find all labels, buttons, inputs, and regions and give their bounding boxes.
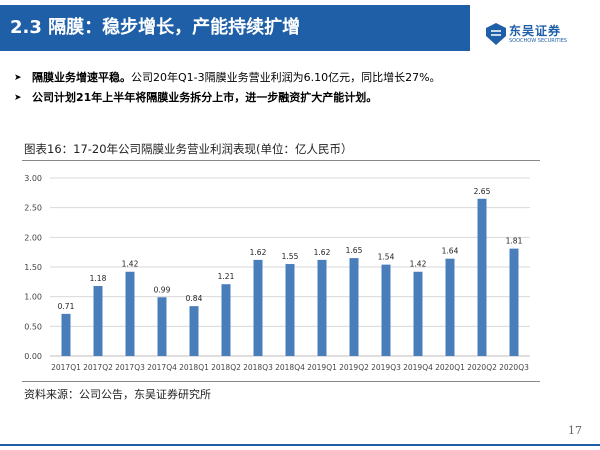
bar: [61, 313, 71, 356]
x-tick-label: 2017Q2: [83, 363, 113, 372]
bar: [189, 306, 199, 356]
data-label: 0.99: [154, 285, 171, 294]
data-label: 1.18: [90, 274, 107, 283]
x-tick-label: 2019Q2: [339, 363, 369, 372]
data-label: 1.65: [346, 246, 363, 255]
bar: [253, 259, 263, 356]
x-tick-label: 2019Q4: [403, 363, 433, 372]
data-label: 1.42: [410, 260, 427, 269]
chart-bottom-rule: [22, 381, 540, 382]
bullet-text: 公司计划21年上半年将隔膜业务拆分上市，进一步融资扩大产能计划。: [32, 88, 377, 108]
bullet-bold-text: 隔膜业务增速平稳。: [32, 71, 131, 84]
bullet-bold-text: 公司计划21年上半年将隔膜业务拆分上市，进一步融资扩大产能计划。: [32, 91, 378, 104]
data-label: 0.84: [186, 294, 203, 303]
title-bar: 2.3 隔膜：稳步增长，产能持续扩增: [0, 5, 470, 51]
y-tick-label: 0.50: [24, 322, 42, 331]
x-tick-label: 2018Q1: [179, 363, 209, 372]
bar: [445, 258, 455, 356]
bullet-item: ➤ 公司计划21年上半年将隔膜业务拆分上市，进一步融资扩大产能计划。: [14, 88, 594, 108]
chart-top-rule: [22, 160, 540, 161]
x-tick-label: 2017Q3: [115, 363, 145, 372]
arrow-bullet-icon: ➤: [14, 73, 22, 83]
bar: [349, 258, 359, 356]
bullet-plain-text: 公司20年Q1-3隔膜业务营业利润为6.10亿元，同比增长27%。: [131, 71, 441, 84]
bullet-list: ➤ 隔膜业务增速平稳。公司20年Q1-3隔膜业务营业利润为6.10亿元，同比增长…: [14, 68, 594, 108]
data-label: 0.71: [58, 302, 75, 311]
bullet-text: 隔膜业务增速平稳。公司20年Q1-3隔膜业务营业利润为6.10亿元，同比增长27…: [32, 68, 441, 88]
logo-emblem-icon: [486, 23, 506, 45]
x-tick-label: 2018Q2: [211, 363, 241, 372]
x-tick-label: 2019Q3: [371, 363, 401, 372]
x-tick-label: 2017Q1: [51, 363, 81, 372]
bar: [157, 297, 167, 356]
data-label: 1.62: [314, 248, 331, 257]
x-tick-label: 2020Q1: [435, 363, 465, 372]
data-label: 1.42: [122, 260, 139, 269]
data-label: 1.62: [250, 248, 267, 257]
y-tick-label: 1.50: [24, 263, 42, 272]
data-label: 1.55: [282, 252, 299, 261]
data-label: 1.64: [442, 247, 459, 256]
chart-title: 图表16：17-20年公司隔膜业务营业利润表现(单位：亿人民币）: [24, 142, 353, 156]
x-tick-label: 2019Q1: [307, 363, 337, 372]
bar: [317, 259, 327, 356]
y-tick-label: 1.00: [24, 293, 42, 302]
page-title: 2.3 隔膜：稳步增长，产能持续扩增: [10, 17, 301, 38]
bar: [477, 198, 487, 356]
bar: [381, 264, 391, 356]
bar: [93, 285, 103, 356]
bar: [509, 248, 519, 356]
bar: [413, 271, 423, 356]
x-tick-label: 2018Q3: [243, 363, 273, 372]
x-tick-label: 2018Q4: [275, 363, 305, 372]
data-label: 1.21: [218, 272, 235, 281]
arrow-bullet-icon: ➤: [14, 93, 22, 103]
footer-line: [0, 444, 600, 446]
data-label: 2.65: [474, 187, 491, 196]
logo: 东吴证券 SOOCHOW SECURITIES: [485, 22, 595, 50]
y-tick-label: 0.00: [24, 352, 42, 361]
x-tick-label: 2017Q4: [147, 363, 177, 372]
logo-text-cn: 东吴证券: [509, 24, 562, 38]
data-label: 1.54: [378, 253, 395, 262]
y-tick-label: 2.50: [24, 204, 42, 213]
page-number: 17: [568, 424, 582, 437]
bar: [221, 284, 231, 356]
logo-text-en: SOOCHOW SECURITIES: [509, 38, 568, 44]
bullet-item: ➤ 隔膜业务增速平稳。公司20年Q1-3隔膜业务营业利润为6.10亿元，同比增长…: [14, 68, 594, 88]
y-tick-label: 3.00: [24, 174, 42, 183]
x-tick-label: 2020Q2: [467, 363, 497, 372]
x-tick-label: 2020Q3: [499, 363, 529, 372]
data-label: 1.81: [506, 237, 523, 246]
y-tick-label: 2.00: [24, 233, 42, 242]
source-note: 资料来源：公司公告，东吴证券研究所: [24, 388, 211, 401]
bar: [285, 264, 295, 356]
bar: [125, 271, 135, 356]
